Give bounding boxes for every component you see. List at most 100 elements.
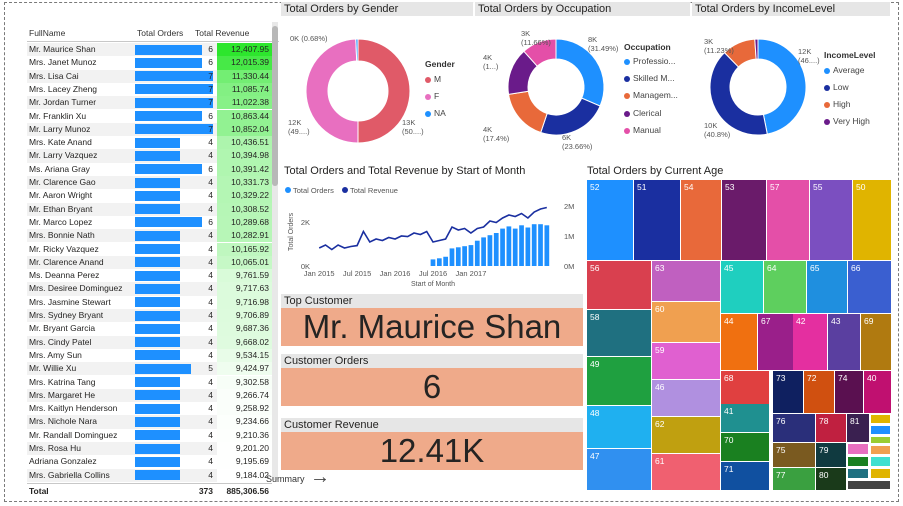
- gender-legend-na[interactable]: NA: [425, 108, 446, 118]
- treemap-cell-small[interactable]: [847, 456, 869, 467]
- income-legend-very-high[interactable]: Very High: [824, 116, 870, 126]
- table-row[interactable]: Mr. Bryant Garcia 4 9,687.36: [27, 322, 272, 336]
- table-row[interactable]: Mr. Marco Lopez 6 10,289.68: [27, 215, 272, 230]
- income-slice-very-high[interactable]: [754, 38, 759, 60]
- treemap-cell-age-52[interactable]: 52: [587, 180, 633, 260]
- gender-legend-m[interactable]: M: [425, 74, 441, 84]
- treemap-cell-age-78[interactable]: 78: [816, 414, 846, 442]
- occupation-legend-skilled[interactable]: Skilled M...: [624, 73, 675, 83]
- orders-bar[interactable]: [481, 237, 486, 266]
- gender-legend-f[interactable]: F: [425, 91, 439, 101]
- table-row[interactable]: Mrs. Cindy Patel 4 9,668.02: [27, 335, 272, 349]
- treemap-cell-small[interactable]: [870, 414, 891, 424]
- arrow-right-icon[interactable]: →: [310, 466, 330, 488]
- orders-bar[interactable]: [544, 225, 550, 266]
- treemap-cell-small[interactable]: [870, 468, 891, 479]
- table-row[interactable]: Mrs. Rosa Hu 4 9,201.20: [27, 442, 272, 456]
- gender-slice-m[interactable]: [357, 38, 411, 144]
- occupation-legend-manual[interactable]: Manual: [624, 125, 661, 135]
- table-row[interactable]: Mrs. Amy Sun 4 9,534.15: [27, 348, 272, 363]
- treemap-cell-age-48[interactable]: 48: [587, 406, 651, 448]
- treemap-cell-age-47[interactable]: 47: [587, 449, 651, 490]
- customer-table[interactable]: FullName Total Orders Total Revenue Mr. …: [27, 22, 279, 500]
- table-row[interactable]: Mr. Randall Dominguez 4 9,210.36: [27, 428, 272, 442]
- revenue-line[interactable]: [318, 206, 547, 251]
- orders-bar[interactable]: [449, 248, 455, 266]
- orders-bar[interactable]: [443, 256, 449, 266]
- gender-donut-chart[interactable]: [304, 37, 412, 145]
- treemap-cell-age-45[interactable]: 45: [721, 261, 763, 313]
- treemap-cell-age-49[interactable]: 49: [587, 357, 651, 405]
- treemap-cell-small[interactable]: [870, 456, 891, 467]
- occupation-legend-management[interactable]: Managem...: [624, 90, 678, 100]
- income-legend-high[interactable]: High: [824, 99, 850, 109]
- table-row[interactable]: Mrs. Katrina Tang 4 9,302.58: [27, 375, 272, 389]
- table-row[interactable]: Mr. Larry Munoz 7 10,852.04: [27, 122, 272, 137]
- treemap-cell-age-55[interactable]: 55: [810, 180, 852, 260]
- treemap-cell-small[interactable]: [870, 425, 891, 435]
- table-row[interactable]: Mr. Maurice Shan 6 12,407.95: [27, 43, 272, 57]
- treemap-cell-age-75[interactable]: 75: [773, 443, 815, 467]
- gender-slice-f[interactable]: [305, 38, 359, 144]
- treemap-cell-age-42[interactable]: 42: [793, 314, 827, 370]
- treemap-cell-small[interactable]: [847, 480, 891, 490]
- orders-bar[interactable]: [436, 258, 442, 266]
- treemap-cell-small[interactable]: [847, 468, 869, 479]
- table-row[interactable]: Mrs. Lacey Zheng 7 11,085.74: [27, 82, 272, 97]
- treemap-cell-age-46[interactable]: 46: [652, 380, 720, 416]
- table-row[interactable]: Mr. Aaron Wright 4 10,329.22: [27, 189, 272, 203]
- table-row[interactable]: Mrs. Kaitlyn Henderson 4 9,258.92: [27, 402, 272, 416]
- treemap-cell-age-59[interactable]: 59: [652, 343, 720, 379]
- orders-bar[interactable]: [519, 225, 524, 266]
- age-treemap[interactable]: 52 51 54 53 57 55 50 56 63 45 64 65 66 58 60 44 67 42 43 69…: [587, 180, 891, 490]
- orders-bar[interactable]: [468, 245, 474, 266]
- table-scroll-thumb[interactable]: [272, 26, 278, 186]
- income-slice-low[interactable]: [709, 51, 768, 136]
- table-row[interactable]: Mrs. Sydney Bryant 4 9,706.89: [27, 309, 272, 323]
- treemap-cell-age-61[interactable]: 61: [652, 454, 720, 490]
- occupation-donut-chart[interactable]: [506, 37, 606, 137]
- treemap-cell-age-79[interactable]: 79: [816, 443, 846, 467]
- orders-bar[interactable]: [531, 224, 537, 266]
- income-donut-chart[interactable]: [708, 37, 808, 137]
- treemap-cell-age-64[interactable]: 64: [764, 261, 806, 313]
- occupation-slice-skilled-m-[interactable]: [540, 97, 601, 136]
- occupation-legend-clerical[interactable]: Clerical: [624, 108, 661, 118]
- treemap-cell-age-66[interactable]: 66: [848, 261, 891, 313]
- table-row[interactable]: Mrs. Gabriella Collins 4 9,184.02: [27, 468, 272, 482]
- header-total-revenue[interactable]: Total Revenue: [195, 28, 250, 38]
- orders-revenue-combo-chart[interactable]: Total Orders Total Revenue 0K 2K 0M 1M 2M Total…: [282, 180, 582, 290]
- orders-bar[interactable]: [487, 235, 493, 266]
- income-legend-low[interactable]: Low: [824, 82, 849, 92]
- treemap-cell-small[interactable]: [870, 436, 891, 444]
- legend-total-revenue[interactable]: Total Revenue: [350, 186, 398, 195]
- table-row[interactable]: Mrs. Bonnie Nath 4 10,282.91: [27, 229, 272, 243]
- treemap-cell-age-81[interactable]: 81: [847, 414, 869, 442]
- income-legend-average[interactable]: Average: [824, 65, 865, 75]
- table-row[interactable]: Mrs. Margaret He 4 9,266.74: [27, 388, 272, 403]
- treemap-cell-age-67[interactable]: 67: [758, 314, 794, 370]
- table-row[interactable]: Mrs. Kate Anand 4 10,436.51: [27, 136, 272, 150]
- table-row[interactable]: Mr. Clarence Anand 4 10,065.01: [27, 255, 272, 270]
- treemap-cell-age-80[interactable]: 80: [816, 468, 846, 490]
- income-slice-average[interactable]: [757, 38, 807, 135]
- treemap-cell-age-57[interactable]: 57: [767, 180, 809, 260]
- header-total-orders[interactable]: Total Orders: [137, 28, 184, 38]
- orders-bar[interactable]: [500, 228, 505, 266]
- table-row[interactable]: Adriana Gonzalez 4 9,195.69: [27, 455, 272, 469]
- treemap-cell-small[interactable]: [847, 443, 869, 455]
- treemap-cell-age-40[interactable]: 40: [864, 371, 891, 413]
- table-row[interactable]: Mrs. Lisa Cai 7 11,330.44: [27, 69, 272, 83]
- table-row[interactable]: Mrs. Nichole Nara 4 9,234.66: [27, 415, 272, 429]
- treemap-cell-age-43[interactable]: 43: [828, 314, 860, 370]
- treemap-cell-age-74[interactable]: 74: [835, 371, 863, 413]
- table-body[interactable]: Mr. Maurice Shan 6 12,407.95 Mrs. Janet Mun…: [27, 43, 272, 483]
- orders-bar[interactable]: [538, 224, 543, 266]
- table-row[interactable]: Mr. Clarence Gao 4 10,331.73: [27, 176, 272, 190]
- treemap-cell-age-60[interactable]: 60: [652, 302, 720, 342]
- treemap-cell-age-50[interactable]: 50: [853, 180, 891, 260]
- table-row[interactable]: Mrs. Jasmine Stewart 4 9,716.98: [27, 295, 272, 309]
- table-row[interactable]: Mr. Ricky Vazquez 4 10,165.92: [27, 242, 272, 256]
- header-fullname[interactable]: FullName: [29, 28, 66, 38]
- treemap-cell-age-41[interactable]: 41: [721, 404, 769, 432]
